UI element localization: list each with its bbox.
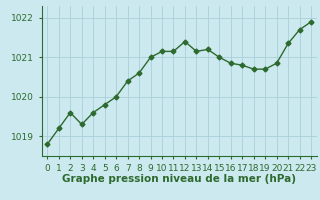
X-axis label: Graphe pression niveau de la mer (hPa): Graphe pression niveau de la mer (hPa) — [62, 174, 296, 184]
